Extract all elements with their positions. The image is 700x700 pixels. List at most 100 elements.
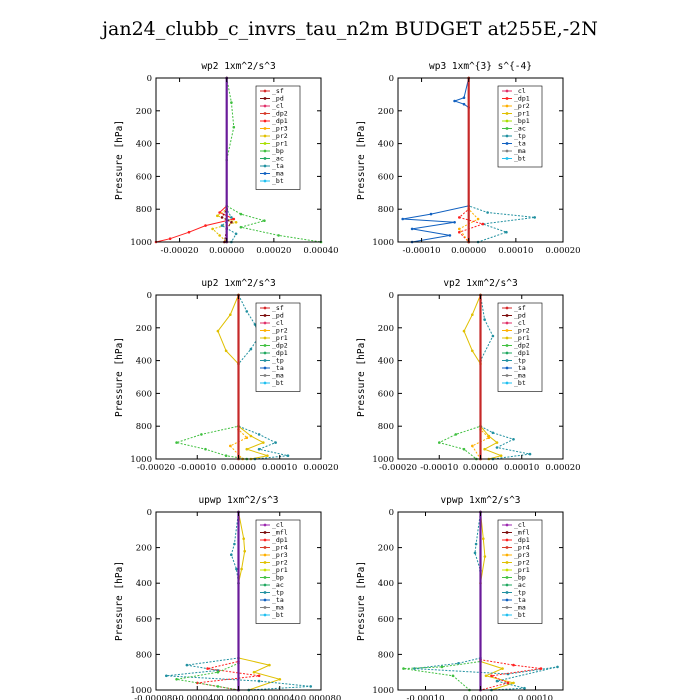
legend-marker bbox=[263, 374, 267, 377]
legend-entry: _dp1 bbox=[272, 536, 288, 544]
panel-title: wp2 1xm^2/s^3 bbox=[201, 61, 275, 72]
series-line bbox=[403, 512, 481, 691]
legend-entry: _pr2 bbox=[514, 327, 530, 335]
y-tick-label: 0 bbox=[389, 74, 394, 84]
legend-marker bbox=[263, 561, 267, 564]
legend-marker bbox=[505, 89, 509, 93]
legend-entry: _ma bbox=[514, 604, 526, 612]
legend-marker bbox=[505, 351, 509, 355]
x-tick-label: -0.00020 bbox=[379, 463, 417, 473]
x-tick-label: 0.00010 bbox=[518, 694, 553, 700]
y-axis-label: Pressure [hPa] bbox=[356, 120, 367, 200]
data-point bbox=[505, 230, 508, 234]
data-point bbox=[277, 234, 280, 237]
y-tick-label: 1000 bbox=[130, 455, 152, 465]
legend-marker bbox=[263, 97, 267, 100]
x-tick-label: 0.00000 bbox=[221, 463, 256, 473]
data-point bbox=[487, 436, 491, 440]
data-point bbox=[402, 667, 405, 670]
legend-entry: _pr4 bbox=[272, 544, 288, 552]
legend-entry: _pr3 bbox=[272, 125, 288, 133]
legend-marker bbox=[505, 583, 509, 587]
legend-box bbox=[497, 85, 543, 168]
legend-entry: _cl bbox=[514, 87, 526, 95]
legend-entry: _pd bbox=[272, 95, 284, 103]
data-point bbox=[506, 681, 510, 685]
data-point bbox=[458, 216, 461, 219]
legend-marker bbox=[263, 344, 267, 347]
series-line bbox=[221, 78, 237, 243]
y-tick-label: 800 bbox=[378, 650, 394, 660]
legend-entry: _pd bbox=[272, 312, 284, 320]
legend-box bbox=[497, 519, 543, 624]
legend-marker bbox=[263, 157, 267, 160]
legend-entry: _dp2 bbox=[272, 342, 288, 350]
data-point bbox=[263, 219, 266, 222]
legend-entry: _dp2 bbox=[514, 342, 530, 350]
data-point bbox=[230, 216, 233, 219]
legend-marker bbox=[263, 89, 267, 93]
y-tick-label: 0 bbox=[147, 508, 152, 518]
data-point bbox=[257, 674, 261, 678]
legend-marker bbox=[263, 112, 267, 115]
panel-wp2: wp2 1xm^2/s^3 Pressure [hPa] 0 200 400 600 800… bbox=[114, 61, 339, 256]
panel-title: up2 1xm^2/s^3 bbox=[201, 278, 275, 289]
x-tick-label: 0.000000 bbox=[218, 694, 259, 700]
data-point bbox=[168, 237, 172, 240]
data-point bbox=[457, 662, 460, 665]
y-tick-label: 200 bbox=[378, 324, 394, 334]
data-point bbox=[229, 444, 232, 448]
legend-box bbox=[497, 302, 543, 392]
data-point bbox=[234, 232, 238, 236]
legend-entry: _pr1 bbox=[272, 566, 288, 574]
legend-entry: _ac bbox=[272, 581, 284, 589]
legend-entry: _dp1 bbox=[272, 349, 288, 357]
legend-marker bbox=[263, 172, 267, 175]
legend-marker bbox=[505, 127, 509, 130]
data-point bbox=[453, 221, 456, 224]
y-tick-label: 1000 bbox=[372, 238, 394, 248]
legend-marker bbox=[505, 329, 509, 332]
data-point bbox=[462, 329, 466, 333]
data-point bbox=[539, 667, 543, 670]
data-point bbox=[528, 452, 532, 456]
legend-entry: _pr2 bbox=[514, 102, 530, 110]
panel-title: wp3 1xm^{3} s^{-4} bbox=[429, 61, 532, 72]
data-point bbox=[499, 454, 503, 458]
legend-marker bbox=[263, 336, 267, 340]
x-tick-label: 0.00040 bbox=[303, 246, 338, 256]
y-tick-label: 600 bbox=[136, 172, 152, 182]
data-point bbox=[187, 230, 191, 234]
y-axis-label: Pressure [hPa] bbox=[114, 120, 125, 200]
y-axis-label: Pressure [hPa] bbox=[356, 561, 367, 641]
x-tick-label: 0.00000 bbox=[463, 694, 498, 700]
data-point bbox=[512, 438, 515, 441]
data-point bbox=[200, 433, 203, 436]
data-point bbox=[204, 224, 207, 227]
legend-box bbox=[255, 302, 301, 392]
data-point bbox=[268, 663, 271, 667]
data-point bbox=[249, 434, 253, 438]
legend-entry: _cl bbox=[272, 102, 284, 110]
data-point bbox=[185, 663, 189, 667]
y-tick-label: 0 bbox=[147, 291, 152, 301]
legend-entry: _bt bbox=[514, 379, 526, 387]
y-tick-label: 1000 bbox=[372, 686, 394, 696]
series-line bbox=[226, 77, 322, 243]
panel-upwp: upwp 1xm^2/s^3 Pressure [hPa] 0 200 400 600 80… bbox=[114, 495, 341, 700]
x-tick-label: 0.00000 bbox=[451, 246, 486, 256]
data-point bbox=[224, 349, 228, 353]
legend-marker bbox=[263, 531, 267, 534]
legend-marker bbox=[263, 314, 267, 317]
data-point bbox=[229, 313, 232, 317]
data-point bbox=[278, 678, 282, 681]
data-point bbox=[309, 685, 313, 688]
data-point bbox=[410, 227, 414, 231]
legend-entry: _bp bbox=[514, 574, 526, 582]
legend-entry: _ta bbox=[514, 140, 526, 148]
data-point bbox=[243, 549, 246, 553]
series-line bbox=[471, 295, 490, 460]
legend-marker bbox=[263, 134, 267, 138]
series-line bbox=[463, 294, 503, 460]
x-tick-label: 0.00010 bbox=[262, 463, 297, 473]
